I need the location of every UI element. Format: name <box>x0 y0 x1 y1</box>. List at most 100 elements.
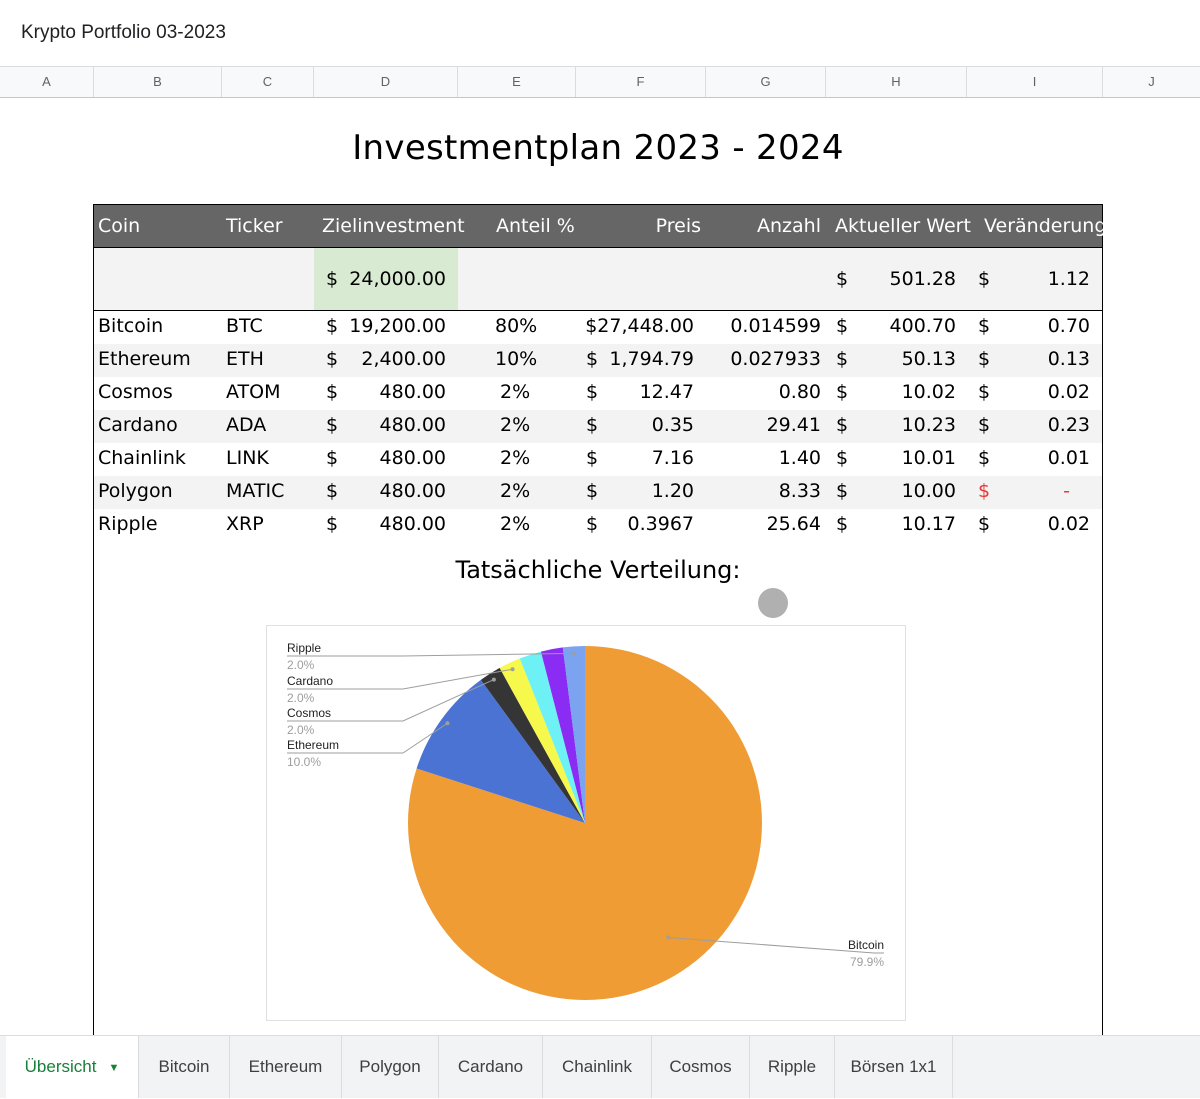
tab-chainlink[interactable]: Chainlink <box>543 1036 652 1098</box>
tab-uebersicht[interactable]: Übersicht ▼ <box>6 1036 139 1098</box>
cell-aktueller-wert[interactable]: 10.23 <box>901 414 956 436</box>
cell-anteil[interactable]: 2% <box>500 480 531 502</box>
caret-down-icon[interactable]: ▼ <box>108 1061 120 1074</box>
tab-ripple[interactable]: Ripple <box>750 1036 835 1098</box>
cell-anzahl[interactable]: 29.41 <box>766 414 821 436</box>
cell-coin[interactable]: Cardano <box>98 414 178 436</box>
cell-zielinvestment[interactable]: 480.00 <box>379 480 446 502</box>
cell-ticker[interactable]: ETH <box>226 348 264 370</box>
cell-anzahl[interactable]: 8.33 <box>778 480 821 502</box>
cell-veraenderung[interactable]: 0.13 <box>1047 348 1090 370</box>
tab-boersen-1x1[interactable]: Börsen 1x1 <box>835 1036 953 1098</box>
cell-ticker[interactable]: BTC <box>226 315 263 337</box>
cell-aktueller-wert[interactable]: 400.70 <box>889 315 956 337</box>
column-header-a[interactable]: A <box>0 67 94 97</box>
table-row[interactable]: Chainlink LINK $ 480.00 2% $ 7.16 1.40 $… <box>94 443 1102 476</box>
cell-anteil[interactable]: 2% <box>500 447 531 469</box>
cell-anzahl[interactable]: 0.014599 <box>730 315 821 337</box>
column-header-g[interactable]: G <box>706 67 826 97</box>
cell-zielinvestment[interactable]: 480.00 <box>379 381 446 403</box>
cell-zielinvestment[interactable]: 480.00 <box>379 447 446 469</box>
cell-coin[interactable]: Polygon <box>98 480 173 502</box>
cell-veraenderung[interactable]: 0.23 <box>1047 414 1090 436</box>
cell-aktueller-wert[interactable]: 10.00 <box>901 480 956 502</box>
tab-ethereum[interactable]: Ethereum <box>230 1036 342 1098</box>
chart-title[interactable]: Tatsächliche Verteilung: <box>455 556 741 584</box>
column-header-i[interactable]: I <box>967 67 1103 97</box>
column-header-d[interactable]: D <box>314 67 458 97</box>
tab-bitcoin[interactable]: Bitcoin <box>139 1036 230 1098</box>
cell-preis[interactable]: 0.3967 <box>627 513 694 535</box>
cell-preis[interactable]: 12.47 <box>639 381 694 403</box>
cell-zielinvestment[interactable]: 480.00 <box>379 513 446 535</box>
cell-coin[interactable]: Ripple <box>98 513 158 535</box>
cell-anzahl[interactable]: 1.40 <box>778 447 821 469</box>
cell-veraenderung[interactable]: 0.02 <box>1047 513 1090 535</box>
cell-ticker[interactable]: XRP <box>226 513 264 535</box>
tab-cardano[interactable]: Cardano <box>439 1036 543 1098</box>
column-header-f[interactable]: F <box>576 67 706 97</box>
header-coin[interactable]: Coin <box>98 215 141 237</box>
column-header-j[interactable]: J <box>1148 74 1155 89</box>
cell-preis[interactable]: 0.35 <box>651 414 694 436</box>
cell-anzahl[interactable]: 0.80 <box>778 381 821 403</box>
header-aktueller-wert[interactable]: Aktueller Wert <box>835 215 971 237</box>
total-veraenderung[interactable]: 1.12 <box>1047 268 1090 290</box>
header-anzahl[interactable]: Anzahl <box>757 215 821 237</box>
cell-preis[interactable]: 1,794.79 <box>609 348 694 370</box>
pie-slice-ethereum[interactable] <box>416 679 585 823</box>
pie-slice-cosmos[interactable] <box>480 667 585 823</box>
header-zielinvestment[interactable]: Zielinvestment <box>322 215 465 237</box>
cell-anteil[interactable]: 2% <box>500 381 531 403</box>
cell-ticker[interactable]: ADA <box>226 414 267 436</box>
tab-cosmos[interactable]: Cosmos <box>652 1036 750 1098</box>
cell-coin[interactable]: Chainlink <box>98 447 186 469</box>
column-header-h[interactable]: H <box>826 67 967 97</box>
table-row[interactable]: Cosmos ATOM $ 480.00 2% $ 12.47 0.80 $ 1… <box>94 377 1102 410</box>
pie-slice-polygon[interactable] <box>540 647 585 823</box>
cell-zielinvestment[interactable]: 480.00 <box>379 414 446 436</box>
cell-anzahl[interactable]: 25.64 <box>766 513 821 535</box>
cell-zielinvestment[interactable]: 2,400.00 <box>361 348 446 370</box>
table-row[interactable]: Cardano ADA $ 480.00 2% $ 0.35 29.41 $ 1… <box>94 410 1102 443</box>
tab-polygon[interactable]: Polygon <box>342 1036 439 1098</box>
cell-aktueller-wert[interactable]: 10.17 <box>901 513 956 535</box>
cell-ticker[interactable]: ATOM <box>226 381 281 403</box>
column-header-c[interactable]: C <box>222 67 314 97</box>
cell-veraenderung[interactable]: 0.01 <box>1047 447 1090 469</box>
table-row[interactable]: Ethereum ETH $ 2,400.00 10% $ 1,794.79 0… <box>94 344 1102 377</box>
cell-veraenderung[interactable]: 0.70 <box>1047 315 1090 337</box>
cell-preis[interactable]: 1.20 <box>651 480 694 502</box>
pie-slice-cardano[interactable] <box>499 658 585 823</box>
header-veraenderung[interactable]: Veränderung <box>984 215 1107 237</box>
cell-preis[interactable]: 7.16 <box>651 447 694 469</box>
total-zielinvestment[interactable]: 24,000.00 <box>349 268 446 290</box>
document-title[interactable]: Krypto Portfolio 03-2023 <box>21 22 226 43</box>
cell-anteil[interactable]: 2% <box>500 513 531 535</box>
sheet-title[interactable]: Investmentplan 2023 - 2024 <box>352 128 844 168</box>
total-aktueller-wert[interactable]: 501.28 <box>889 268 956 290</box>
cell-aktueller-wert[interactable]: 50.13 <box>901 348 956 370</box>
header-anteil[interactable]: Anteil % <box>496 215 575 237</box>
pie-slice-chainlink[interactable] <box>519 651 585 823</box>
table-row[interactable]: Ripple XRP $ 480.00 2% $ 0.3967 25.64 $ … <box>94 509 1102 542</box>
cell-preis[interactable]: $27,448.00 <box>585 315 694 337</box>
header-preis[interactable]: Preis <box>655 215 701 237</box>
cell-ticker[interactable]: LINK <box>226 447 269 469</box>
cell-coin[interactable]: Cosmos <box>98 381 173 403</box>
cell-aktueller-wert[interactable]: 10.02 <box>901 381 956 403</box>
pie-slice-ripple[interactable] <box>562 646 585 823</box>
header-ticker[interactable]: Ticker <box>226 215 283 237</box>
pie-chart-svg[interactable]: Bitcoin79.9%Ethereum10.0%Cosmos2.0%Carda… <box>267 626 905 1020</box>
cell-veraenderung[interactable]: 0.02 <box>1047 381 1090 403</box>
column-header-b[interactable]: B <box>94 67 222 97</box>
cell-anteil[interactable]: 80% <box>495 315 538 337</box>
cell-anteil[interactable]: 2% <box>500 414 531 436</box>
cell-anzahl[interactable]: 0.027933 <box>730 348 821 370</box>
cell-veraenderung[interactable]: - <box>1063 480 1070 502</box>
column-header-e[interactable]: E <box>458 67 576 97</box>
cell-coin[interactable]: Bitcoin <box>98 315 164 337</box>
cell-aktueller-wert[interactable]: 10.01 <box>901 447 956 469</box>
cell-zielinvestment[interactable]: 19,200.00 <box>349 315 446 337</box>
cell-anteil[interactable]: 10% <box>495 348 538 370</box>
